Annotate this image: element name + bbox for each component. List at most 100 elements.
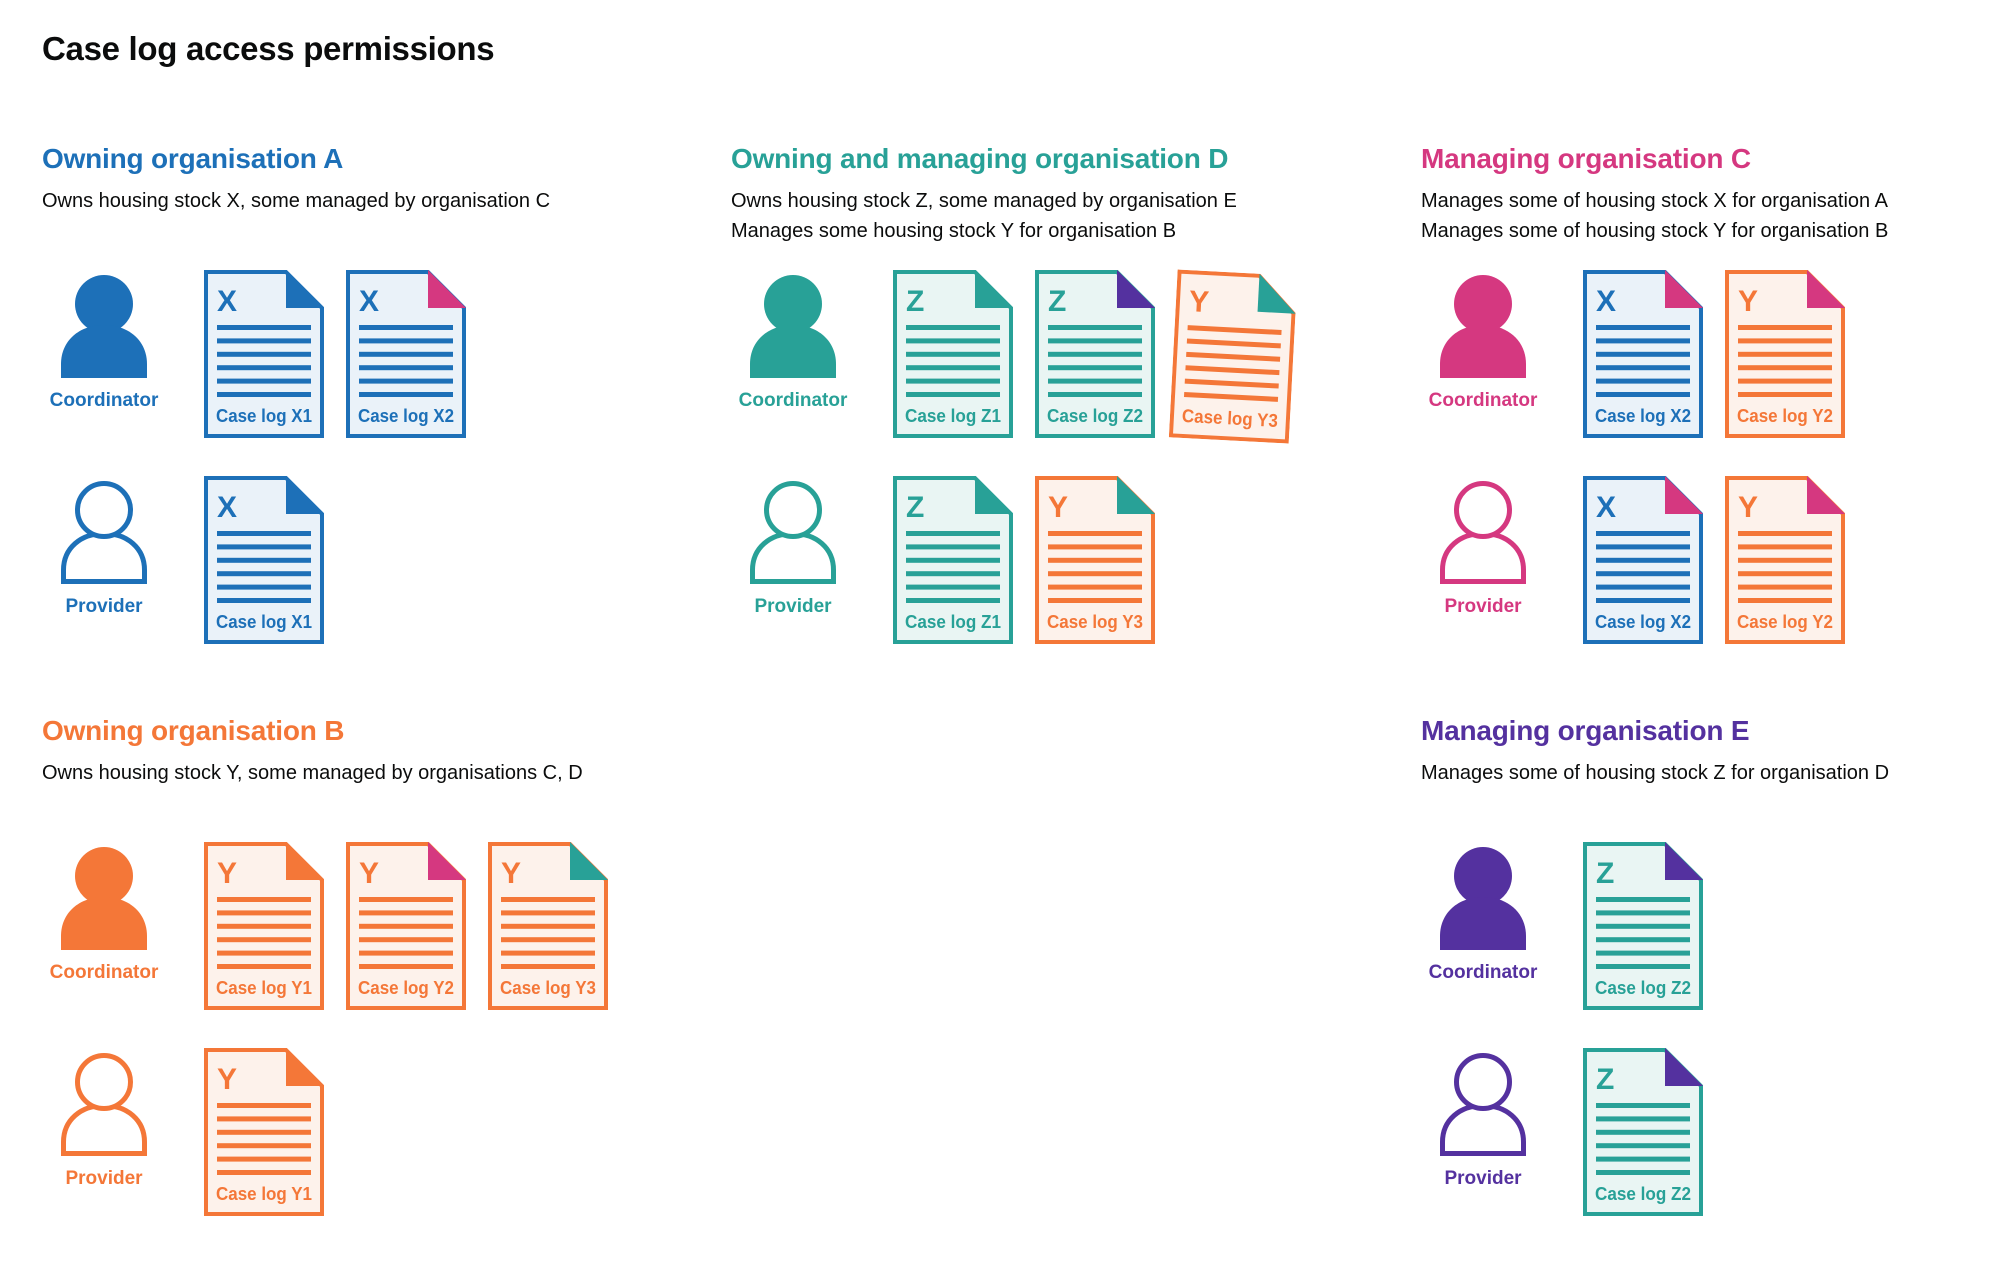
doc-text-line <box>906 598 1000 603</box>
doc-text-line <box>1738 365 1832 371</box>
person-label: Coordinator <box>49 962 159 983</box>
doc-label: Case log Y3 <box>1181 405 1278 431</box>
doc-text-line <box>359 964 453 969</box>
folded-corner-icon <box>1665 270 1703 308</box>
person-label: Provider <box>1444 1168 1522 1189</box>
doc-text-line <box>217 1116 311 1122</box>
doc-label: Case log Z1 <box>905 611 1001 632</box>
section-title: Owning organisation A <box>42 143 344 174</box>
coordinator-person-icon <box>61 847 147 950</box>
doc-text-line <box>1048 325 1142 330</box>
doc-text-line <box>906 325 1000 330</box>
doc-text-line <box>359 910 453 916</box>
doc-text-line <box>1596 923 1690 929</box>
doc-letter: X <box>217 491 237 524</box>
section-description: Owns housing stock Z, some managed by or… <box>731 186 1411 248</box>
doc-label: Case log Y3 <box>1047 611 1143 632</box>
doc-text-line <box>1596 1129 1690 1135</box>
doc-letter: Y <box>1048 491 1068 524</box>
person: Provider <box>42 476 166 618</box>
provider-person-icon <box>1440 1053 1526 1156</box>
person: Coordinator <box>731 270 855 412</box>
doc-text-line <box>1185 365 1280 376</box>
case-log-docs: X Case log X2 Y Case log Y2 <box>1583 270 1845 438</box>
doc-text-line <box>906 351 1000 357</box>
doc-text-line <box>217 937 311 943</box>
person-label: Provider <box>1444 596 1522 617</box>
permission-row: Provider Z Case log Z2 <box>1421 1048 2000 1216</box>
folded-corner-icon <box>286 1048 324 1086</box>
doc-text-line <box>1186 351 1281 362</box>
person: Provider <box>1421 1048 1545 1190</box>
doc-text-line <box>1186 338 1281 349</box>
doc-text-line <box>1596 964 1690 969</box>
doc-text-line <box>1596 571 1690 577</box>
provider-person-icon <box>61 1053 147 1156</box>
folded-corner-icon <box>1807 270 1845 308</box>
doc-letter: X <box>217 285 237 318</box>
doc-text-line <box>501 964 595 969</box>
case-log-doc: Y Case log Y1 <box>204 1048 324 1216</box>
person-label: Coordinator <box>1428 390 1538 411</box>
doc-label: Case log Z2 <box>1595 1183 1691 1204</box>
person-label: Coordinator <box>738 390 848 411</box>
section-rows: Coordinator X Case log X1 X Case log X2 … <box>42 270 722 644</box>
doc-letter: Z <box>1048 285 1066 318</box>
doc-text-line <box>217 584 311 590</box>
case-log-docs: Z Case log Z1 Z Case log Z2 Y Case log Y… <box>893 269 1297 444</box>
person-label: Provider <box>754 596 832 617</box>
section-rows: Coordinator Z Case log Z2 Provider Z Cas… <box>1421 842 2000 1216</box>
doc-text-line <box>1048 544 1142 550</box>
doc-text-line <box>1738 544 1832 550</box>
permission-row: Provider Z Case log Z1 Y Case log Y3 <box>731 476 1411 644</box>
doc-letter: Y <box>1188 285 1210 319</box>
doc-text-line <box>1596 1156 1690 1162</box>
case-log-doc: X Case log X2 <box>1583 476 1703 644</box>
permission-row: Coordinator Z Case log Z2 <box>1421 842 2000 1010</box>
doc-letter: Z <box>906 491 924 524</box>
doc-letter: Z <box>1596 857 1614 890</box>
doc-text-line <box>359 351 453 357</box>
doc-text-line <box>1738 598 1832 603</box>
case-log-doc: Y Case log Y2 <box>346 842 466 1010</box>
description-line: Owns housing stock Z, some managed by or… <box>731 190 1237 212</box>
case-log-docs: Z Case log Z1 Y Case log Y3 <box>893 476 1155 644</box>
doc-letter: Y <box>501 857 521 890</box>
doc-text-line <box>906 584 1000 590</box>
doc-text-line <box>217 378 311 384</box>
doc-label: Case log Y2 <box>1737 611 1833 632</box>
doc-text-line <box>1596 1170 1690 1175</box>
case-log-doc: X Case log X2 <box>346 270 466 438</box>
doc-text-line <box>359 365 453 371</box>
doc-text-line <box>1048 378 1142 384</box>
description-line: Owns housing stock X, some managed by or… <box>42 190 551 212</box>
doc-text-line <box>1048 598 1142 603</box>
doc-text-line <box>1183 392 1279 402</box>
doc-text-line <box>359 923 453 929</box>
doc-letter: Y <box>1738 285 1758 318</box>
section-org-d: Owning and managing organisation D Owns … <box>731 142 1411 682</box>
section-description: Owns housing stock X, some managed by or… <box>42 186 722 248</box>
doc-text-line <box>217 325 311 330</box>
doc-text-line <box>217 950 311 956</box>
doc-text-line <box>1048 338 1142 344</box>
folded-corner-icon <box>975 270 1013 308</box>
case-log-docs: Z Case log Z2 <box>1583 842 1703 1010</box>
permission-row: Coordinator X Case log X2 Y Case log Y2 <box>1421 270 2000 438</box>
case-log-doc: Z Case log Z1 <box>893 476 1013 644</box>
doc-text-line <box>1738 378 1832 384</box>
coordinator-person-icon <box>1440 847 1526 950</box>
doc-text-line <box>359 937 453 943</box>
section-description: Manages some of housing stock X for orga… <box>1421 186 2000 248</box>
doc-text-line <box>1596 557 1690 563</box>
case-log-docs: X Case log X1 <box>204 476 324 644</box>
permission-row: Provider X Case log X1 <box>42 476 722 644</box>
doc-text-line <box>1048 351 1142 357</box>
doc-text-line <box>1596 937 1690 943</box>
folded-corner-icon <box>1665 842 1703 880</box>
doc-label: Case log Y1 <box>216 1183 312 1204</box>
person: Provider <box>1421 476 1545 618</box>
doc-text-line <box>217 897 311 902</box>
case-log-doc: X Case log X1 <box>204 270 324 438</box>
doc-text-line <box>217 351 311 357</box>
